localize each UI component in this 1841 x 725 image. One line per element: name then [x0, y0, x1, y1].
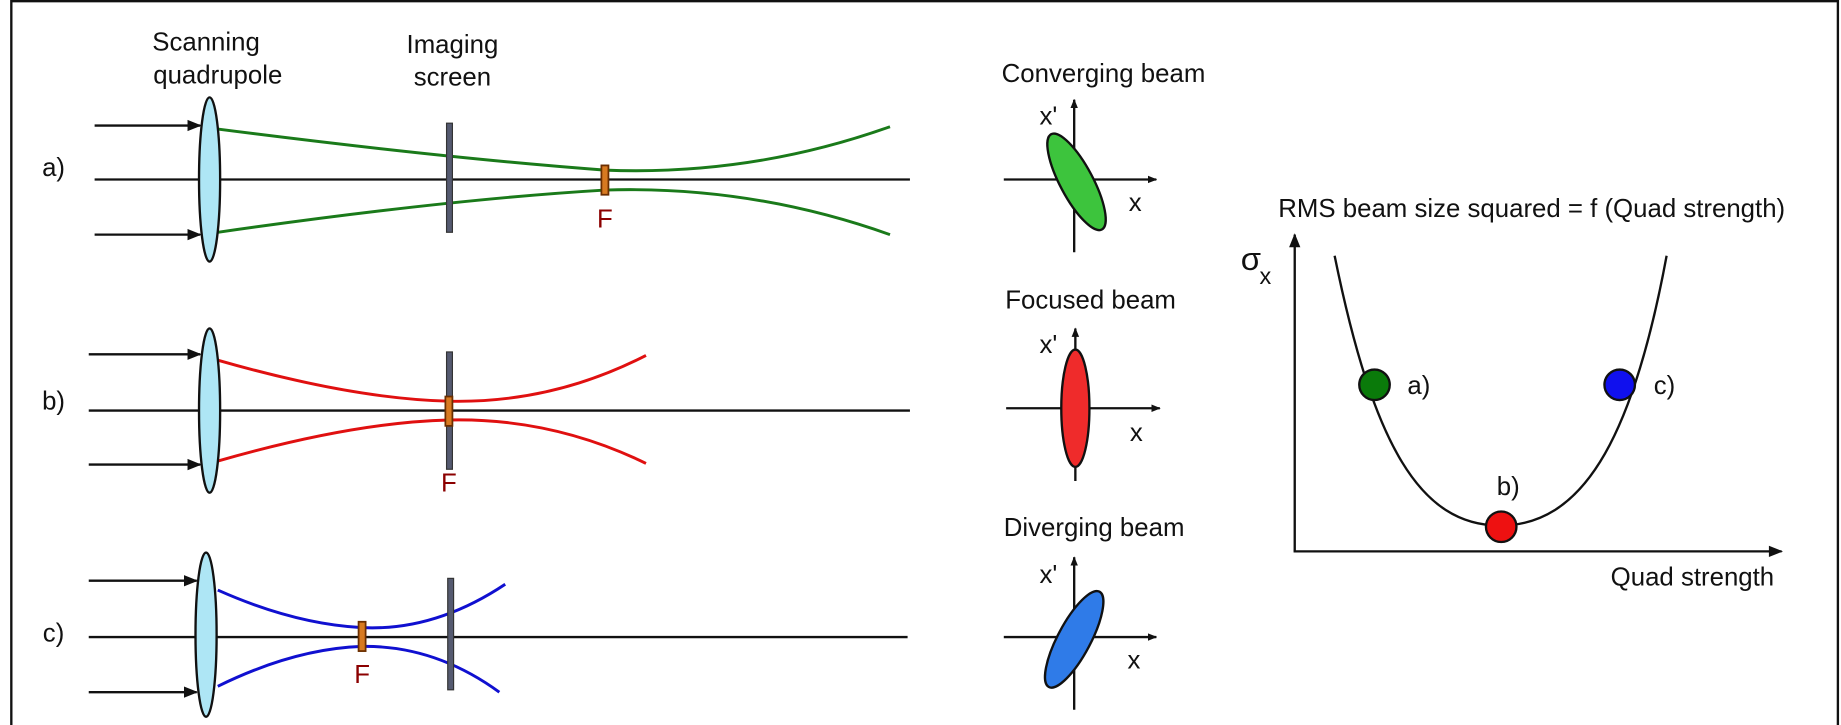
- row-label: b): [42, 387, 65, 415]
- axis-label: x': [1039, 561, 1057, 589]
- focus-label: F: [597, 206, 613, 234]
- lenses: [196, 97, 221, 716]
- screen-label: Imaging: [407, 31, 499, 59]
- axis-label: x: [1129, 189, 1142, 217]
- quad-label: Scanning: [152, 28, 260, 56]
- screen-label: screen: [414, 64, 491, 92]
- axis-label: x: [1130, 419, 1143, 447]
- phase-title: Converging beam: [1002, 60, 1206, 88]
- row-label: a): [42, 154, 65, 182]
- phase-ellipses: [1034, 126, 1116, 694]
- phase-title: Focused beam: [1005, 287, 1176, 315]
- x-label: Quad strength: [1611, 563, 1775, 591]
- row-label: c): [43, 620, 64, 648]
- focus-markers: [359, 165, 609, 651]
- axis-label: x': [1039, 331, 1057, 359]
- point-label: b): [1497, 473, 1520, 501]
- axis-label: x': [1039, 102, 1057, 130]
- y-label: σ: [1241, 240, 1261, 277]
- frame: [11, 1, 1838, 725]
- axis-label: x: [1128, 647, 1141, 675]
- point-label: a): [1407, 372, 1430, 400]
- quad-label: quadrupole: [153, 61, 282, 89]
- plot-title: RMS beam size squared = f (Quad strength…: [1278, 195, 1785, 223]
- plot-points: [1359, 370, 1635, 542]
- y-label-sub: x: [1260, 263, 1272, 289]
- phase-title: Diverging beam: [1004, 514, 1185, 542]
- focus-label: F: [441, 470, 457, 498]
- focus-label: F: [354, 661, 370, 689]
- point-label: c): [1654, 372, 1676, 400]
- diagram: Scanning quadrupole Imaging screen: [0, 0, 1841, 725]
